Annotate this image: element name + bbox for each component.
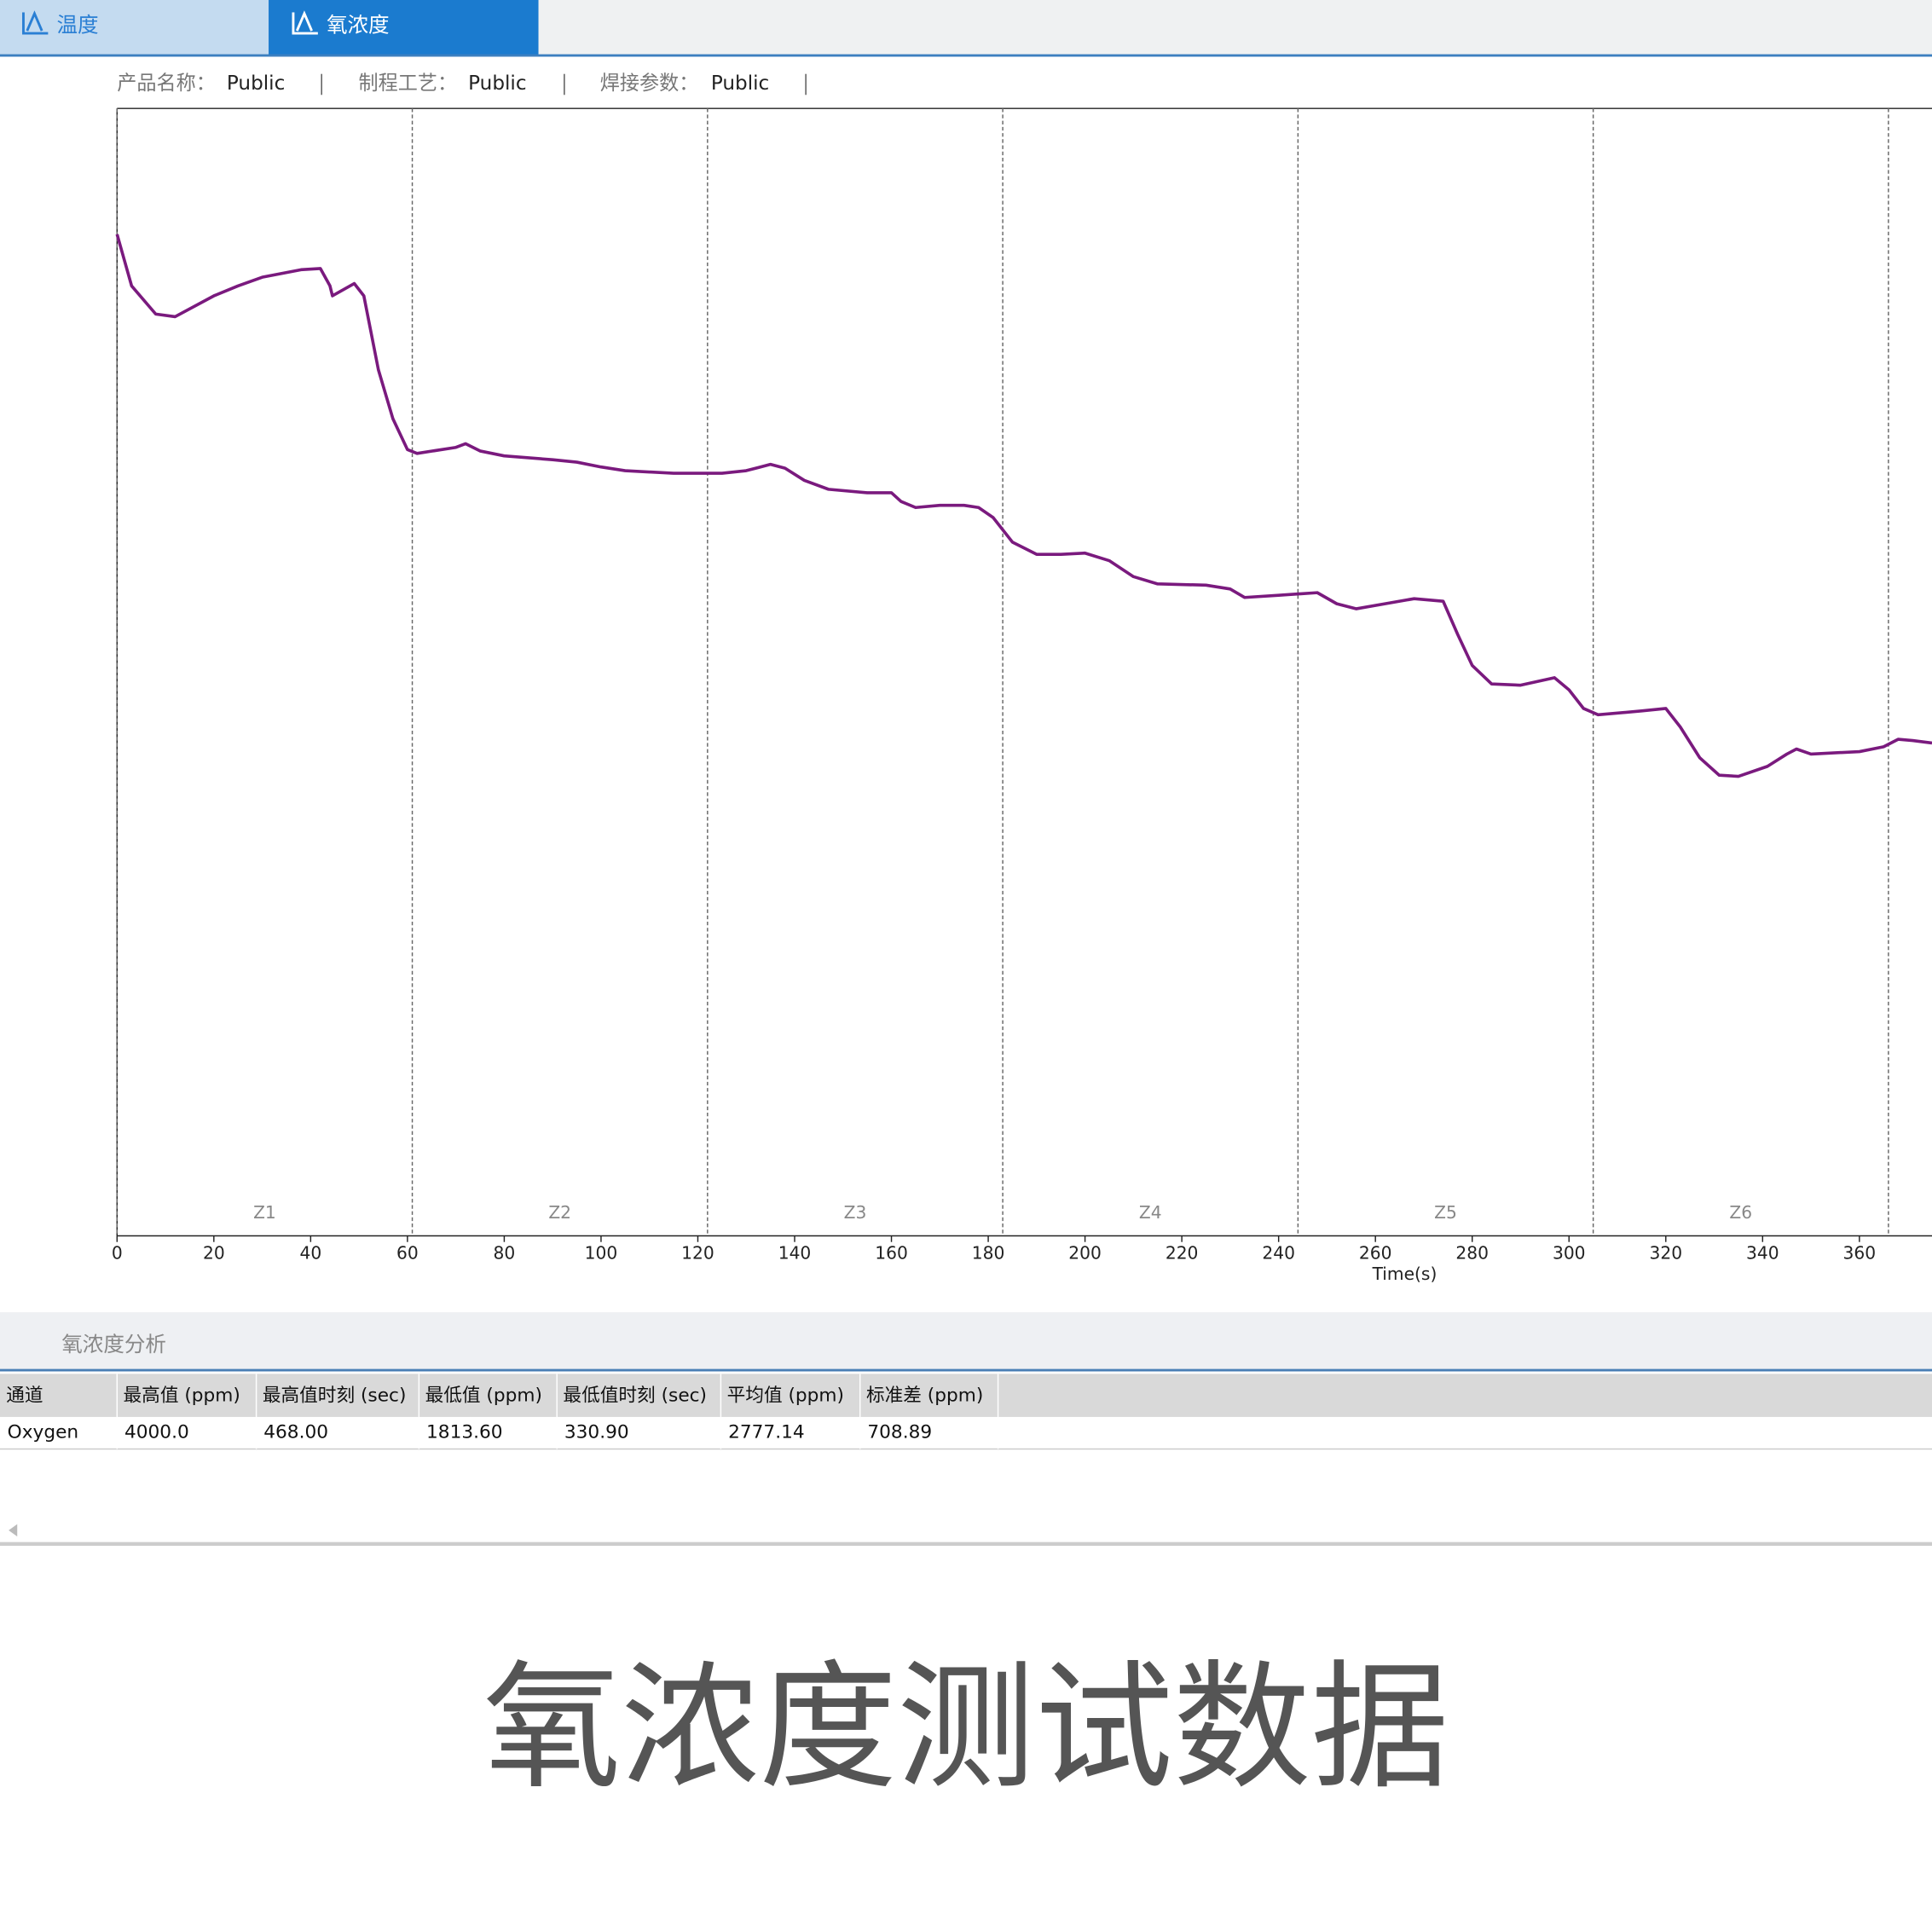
x-tick-label: 0 xyxy=(112,1243,123,1264)
tab-oxygen[interactable] xyxy=(269,0,539,56)
header: 产品名称： Public 制程工艺： Public 焊接参数： Public xyxy=(117,72,807,95)
x-tick-label: 260 xyxy=(1359,1243,1392,1264)
header-label: 制程工艺： xyxy=(359,72,458,95)
zone-label: Z1 xyxy=(253,1202,276,1223)
header-value: Public xyxy=(711,72,769,95)
x-tick-label: 360 xyxy=(1843,1243,1877,1264)
x-tick-label: 160 xyxy=(875,1243,908,1264)
caption: 氧浓度测试数据 xyxy=(483,1648,1449,1808)
panel-header xyxy=(0,1312,1932,1371)
column-header: 最低值 (ppm) xyxy=(425,1385,542,1406)
zone-label: Z2 xyxy=(548,1202,571,1223)
table-cell: 708.89 xyxy=(867,1422,932,1443)
x-tick-label: 140 xyxy=(778,1243,812,1264)
column-header: 最低值时刻 (sec) xyxy=(563,1385,707,1406)
scroll-arrow[interactable] xyxy=(9,1524,18,1537)
tab-label[interactable]: 氧浓度 xyxy=(327,12,390,37)
oxygen-line xyxy=(115,234,1932,778)
x-tick-label: 60 xyxy=(396,1243,419,1264)
header-value: Public xyxy=(468,72,526,95)
table-cell: 468.00 xyxy=(263,1422,328,1443)
tab-temperature[interactable] xyxy=(0,0,269,56)
x-tick-label: 200 xyxy=(1068,1243,1102,1264)
x-tick-label: 220 xyxy=(1166,1243,1199,1264)
tab-icon xyxy=(22,10,49,35)
table-cell: Oxygen xyxy=(8,1422,78,1443)
table-cell: 330.90 xyxy=(564,1422,629,1443)
x-tick-label: 300 xyxy=(1553,1243,1586,1264)
zone-label: Z6 xyxy=(1729,1202,1752,1223)
x-tick-label: 280 xyxy=(1455,1243,1489,1264)
tab-icon xyxy=(292,10,318,35)
x-tick-label: 180 xyxy=(972,1243,1005,1264)
x-tick-label: 240 xyxy=(1262,1243,1295,1264)
column-header: 通道 xyxy=(6,1385,43,1406)
column-header: 标准差 (ppm) xyxy=(866,1385,983,1406)
plot: Time(s) Z1 Z2 Z3 Z4 Z5 Z6 0 20 40 60 80 100 120 140 16… xyxy=(112,107,1932,1284)
x-tick-label: 80 xyxy=(494,1243,516,1264)
header-value: Public xyxy=(227,72,285,95)
x-tick-label: 40 xyxy=(299,1243,321,1264)
zone-label: Z4 xyxy=(1139,1202,1162,1223)
x-tick-label: 120 xyxy=(681,1243,714,1264)
table-cell: 2777.14 xyxy=(728,1422,805,1443)
tab-label[interactable]: 温度 xyxy=(56,12,98,37)
x-tick-label: 20 xyxy=(203,1243,225,1264)
column-header: 最高值时刻 (sec) xyxy=(263,1385,407,1406)
header-label: 产品名称： xyxy=(117,72,216,95)
column-header: 最高值 (ppm) xyxy=(124,1385,240,1406)
x-tick-label: 340 xyxy=(1746,1243,1779,1264)
column-header: 平均值 (ppm) xyxy=(727,1385,844,1406)
table-cell: 1813.60 xyxy=(426,1422,503,1443)
x-tick-label: 100 xyxy=(585,1243,618,1264)
zone-label: Z5 xyxy=(1434,1202,1457,1223)
table-header xyxy=(0,1374,1932,1417)
x-tick-label: 320 xyxy=(1649,1243,1682,1264)
header-label: 焊接参数： xyxy=(600,72,699,95)
x-axis-title: Time(s) xyxy=(1372,1264,1437,1284)
table: 通道 最高值 (ppm) 最高值时刻 (sec) 最低值 (ppm) 最低值时刻 (se… xyxy=(6,1374,999,1449)
zone-label: Z3 xyxy=(844,1202,867,1223)
table-cell: 4000.0 xyxy=(124,1422,189,1443)
panel-title: 氧浓度分析 xyxy=(61,1332,166,1356)
